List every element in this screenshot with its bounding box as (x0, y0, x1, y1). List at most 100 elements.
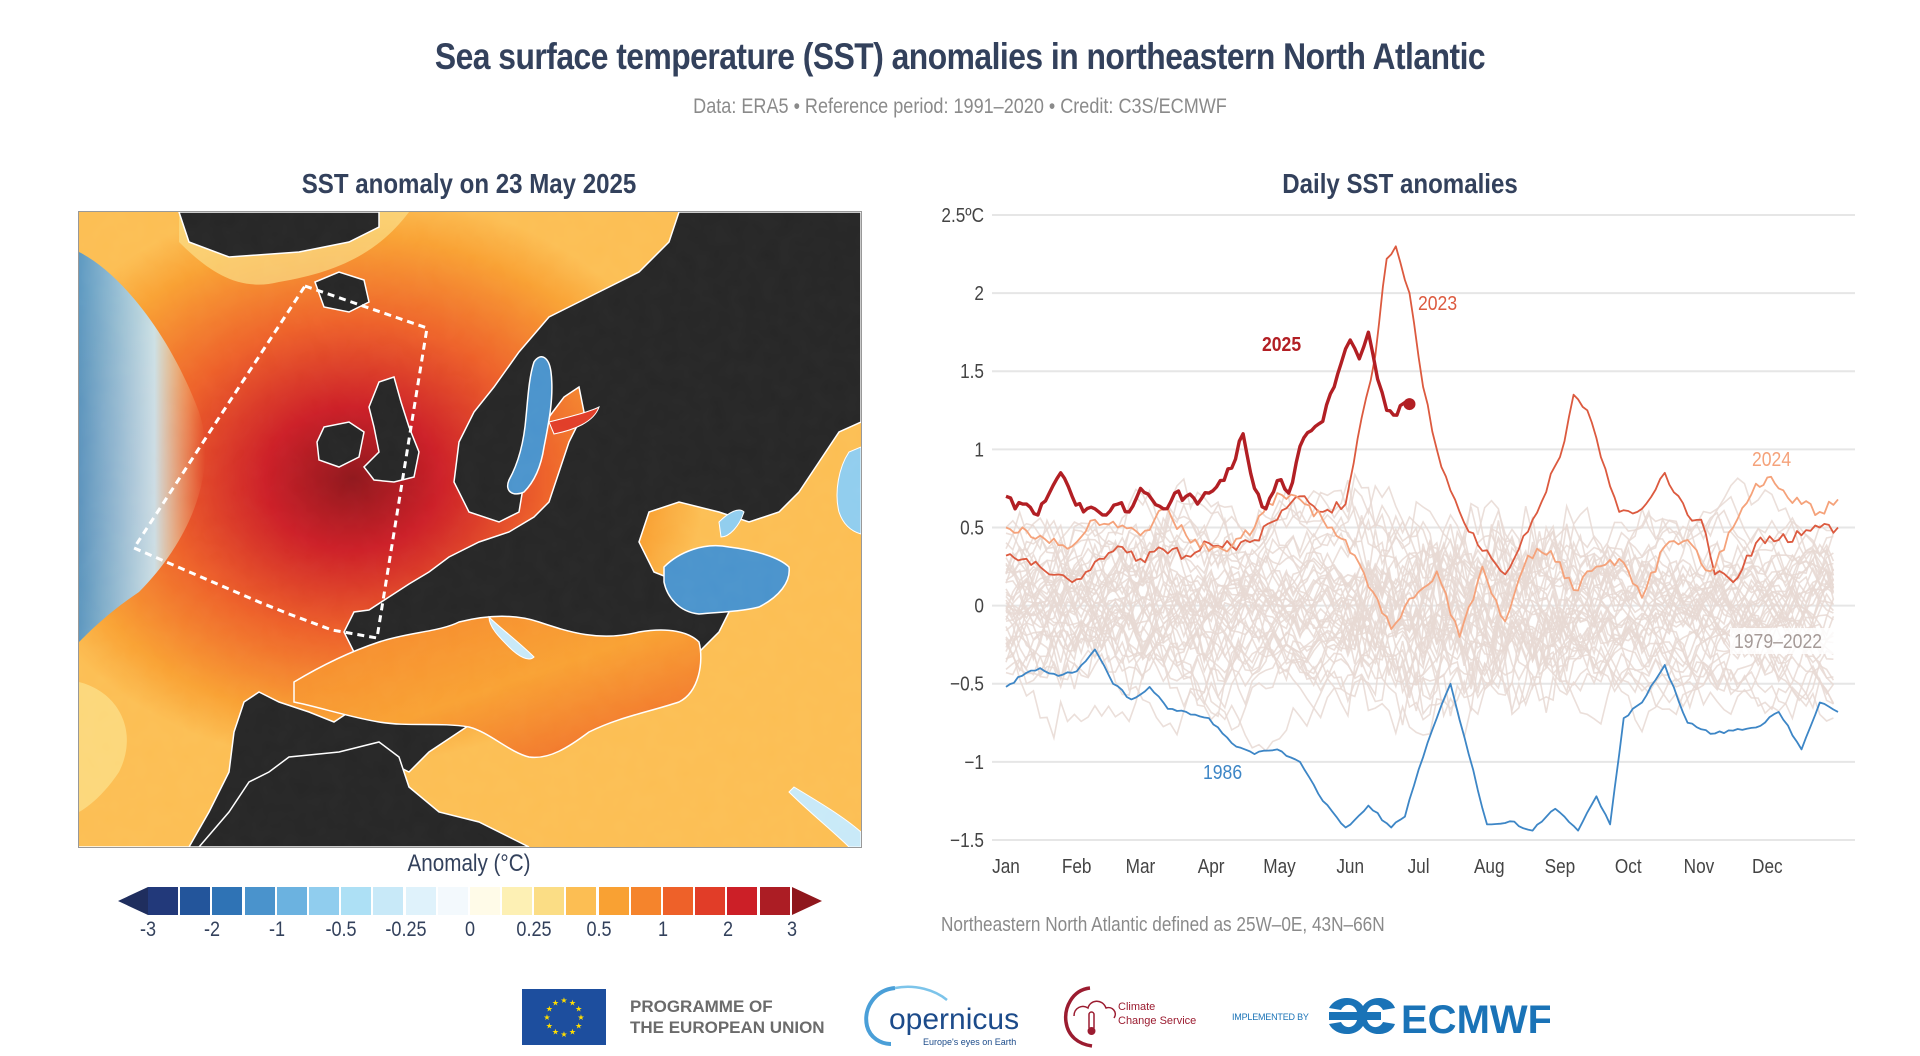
colorbar-swatch (212, 887, 243, 915)
colorbar-swatch (630, 887, 661, 915)
colorbar-swatch (502, 887, 533, 915)
y-tick-label: −0.5 (950, 673, 984, 696)
x-tick-label: Dec (1752, 855, 1783, 878)
series-line-2024 (1005, 475, 1839, 638)
y-tick-label: 0.5 (960, 516, 984, 539)
colorbar-swatch (341, 887, 372, 915)
x-tick-label: Sep (1545, 855, 1576, 878)
colorbar-swatch (663, 887, 693, 915)
label-background (1730, 628, 1836, 654)
x-tick-label: Mar (1126, 855, 1156, 878)
historical-year-line (1005, 524, 1834, 644)
historical-year-line (1005, 479, 1835, 642)
eu-star-icon: ★ (575, 1005, 582, 1014)
historical-year-line (1005, 502, 1835, 646)
svg-text:opernicus: opernicus (889, 1003, 1019, 1036)
y-tick-label: 1.5 (960, 360, 984, 383)
colorbar-tick-label: 2 (722, 918, 733, 941)
y-tick-label: −1.5 (950, 829, 984, 852)
x-tick-label: Jun (1336, 855, 1364, 878)
colorbar-tick-label: -3 (139, 918, 157, 941)
sst-anomaly-map (78, 211, 862, 848)
implemented-by-label: IMPLEMENTED BY (1232, 1012, 1309, 1022)
eu-programme-label: PROGRAMME OF THE EUROPEAN UNION (630, 996, 825, 1038)
y-tick-label: 1 (974, 438, 984, 461)
region-box-dashed (131, 284, 429, 640)
historical-year-line (1005, 499, 1835, 630)
eu-star-icon: ★ (569, 1028, 576, 1037)
colorbar-tick-label: -1 (268, 918, 285, 941)
series-line-1986 (1005, 648, 1839, 832)
eu-star-icon: ★ (575, 1022, 582, 1031)
colorbar-swatch (437, 887, 468, 915)
eu-star-icon: ★ (546, 1005, 553, 1014)
subtitle: Data: ERA5 • Reference period: 1991–2020… (693, 95, 1227, 118)
colorbar (118, 887, 822, 915)
historical-year-line (1005, 499, 1835, 616)
colorbar-title: Anomaly (°C) (407, 850, 531, 877)
main-title: Sea surface temperature (SST) anomalies … (434, 36, 1486, 77)
colorbar-swatch (276, 887, 307, 915)
x-tick-label: Aug (1474, 855, 1505, 878)
svg-text:Europe's eyes on Earth: Europe's eyes on Earth (923, 1037, 1016, 1047)
y-tick-labels: −1.5 −1 −0.5 0 0.5 1 1.5 2 2.5ºC (941, 204, 984, 852)
annotations: 2025 2023 2024 1979–2022 1986 (1203, 292, 1836, 783)
series-label-1986: 1986 (1203, 761, 1242, 783)
historical-lines (1005, 472, 1835, 752)
series-line-2025 (1005, 330, 1411, 517)
colorbar-swatch (759, 887, 790, 915)
series-label-2025: 2025 (1262, 333, 1301, 355)
colorbar-tick-label: 3 (786, 918, 798, 941)
logo-bar: ★ ★ ★ ★ ★ ★ ★ ★ ★ ★ ★ ★ PROGRAMME OF THE EUROPEAN U… (0, 980, 1920, 1050)
historical-year-line (1005, 519, 1835, 669)
colorbar-tick-label: -0.25 (385, 918, 427, 941)
x-tick-label: Oct (1615, 855, 1642, 878)
colorbar-swatch (405, 887, 436, 915)
x-tick-label: Jan (992, 855, 1020, 878)
x-tick-label: May (1263, 855, 1296, 878)
map-canvas (79, 212, 861, 847)
colorbar-tick-label: 0 (464, 918, 476, 941)
series-label-2023: 2023 (1418, 292, 1457, 314)
eu-star-icon: ★ (546, 1022, 553, 1031)
colorbar-swatch (598, 887, 629, 915)
historical-year-line (1005, 506, 1834, 638)
historical-year-line (1005, 503, 1835, 650)
series-line-2023 (1005, 245, 1839, 584)
colorbar-swatch (469, 887, 500, 915)
climate-change-service-logo: Climate Change Service (1063, 986, 1196, 1048)
colorbar-over-arrow (791, 887, 822, 915)
eu-line-2: THE EUROPEAN UNION (630, 1018, 825, 1037)
colorbar-swatch (534, 887, 565, 915)
eu-star-icon: ★ (552, 998, 559, 1007)
ecmwf-logo: ECMWF (1329, 997, 1550, 1040)
colorbar-under-arrow (118, 887, 148, 915)
y-tick-label: −1 (964, 751, 984, 774)
x-tick-labels: Jan Feb Mar Apr May Jun Jul Aug Sep Oct Nov Dec (992, 855, 1782, 878)
eu-flag-icon: ★ ★ ★ ★ ★ ★ ★ ★ ★ ★ ★ ★ (522, 989, 606, 1045)
copernicus-logo: opernicus Europe's eyes on Earth (864, 985, 1019, 1047)
x-tick-label: Nov (1684, 855, 1715, 878)
colorbar-tick-label: 0.25 (516, 918, 552, 941)
eu-star-icon: ★ (552, 1028, 559, 1037)
colorbar-tick-label: -0.5 (325, 918, 357, 941)
region-footnote: Northeastern North Atlantic defined as 2… (941, 914, 1385, 936)
x-tick-label: Apr (1198, 855, 1225, 878)
historical-year-line (1005, 546, 1834, 683)
svg-text:ECMWF: ECMWF (1401, 998, 1550, 1040)
chart-title: Daily SST anomalies (1282, 168, 1518, 199)
eu-star-icon: ★ (543, 1013, 550, 1022)
historical-year-line (1005, 511, 1835, 737)
eu-star-icon: ★ (560, 996, 567, 1005)
highlight-series (1005, 245, 1839, 832)
series-label-2024: 2024 (1752, 448, 1791, 470)
y-tick-label: 2 (974, 282, 984, 305)
colorbar-swatch (373, 887, 404, 915)
svg-text:Climate: Climate (1118, 1001, 1155, 1013)
colorbar-swatch (308, 887, 339, 915)
svg-text:Change Service: Change Service (1118, 1015, 1196, 1027)
colorbar-swatch (727, 887, 758, 915)
colorbar-swatch (695, 887, 726, 915)
y-tick-label: 0 (974, 594, 984, 617)
